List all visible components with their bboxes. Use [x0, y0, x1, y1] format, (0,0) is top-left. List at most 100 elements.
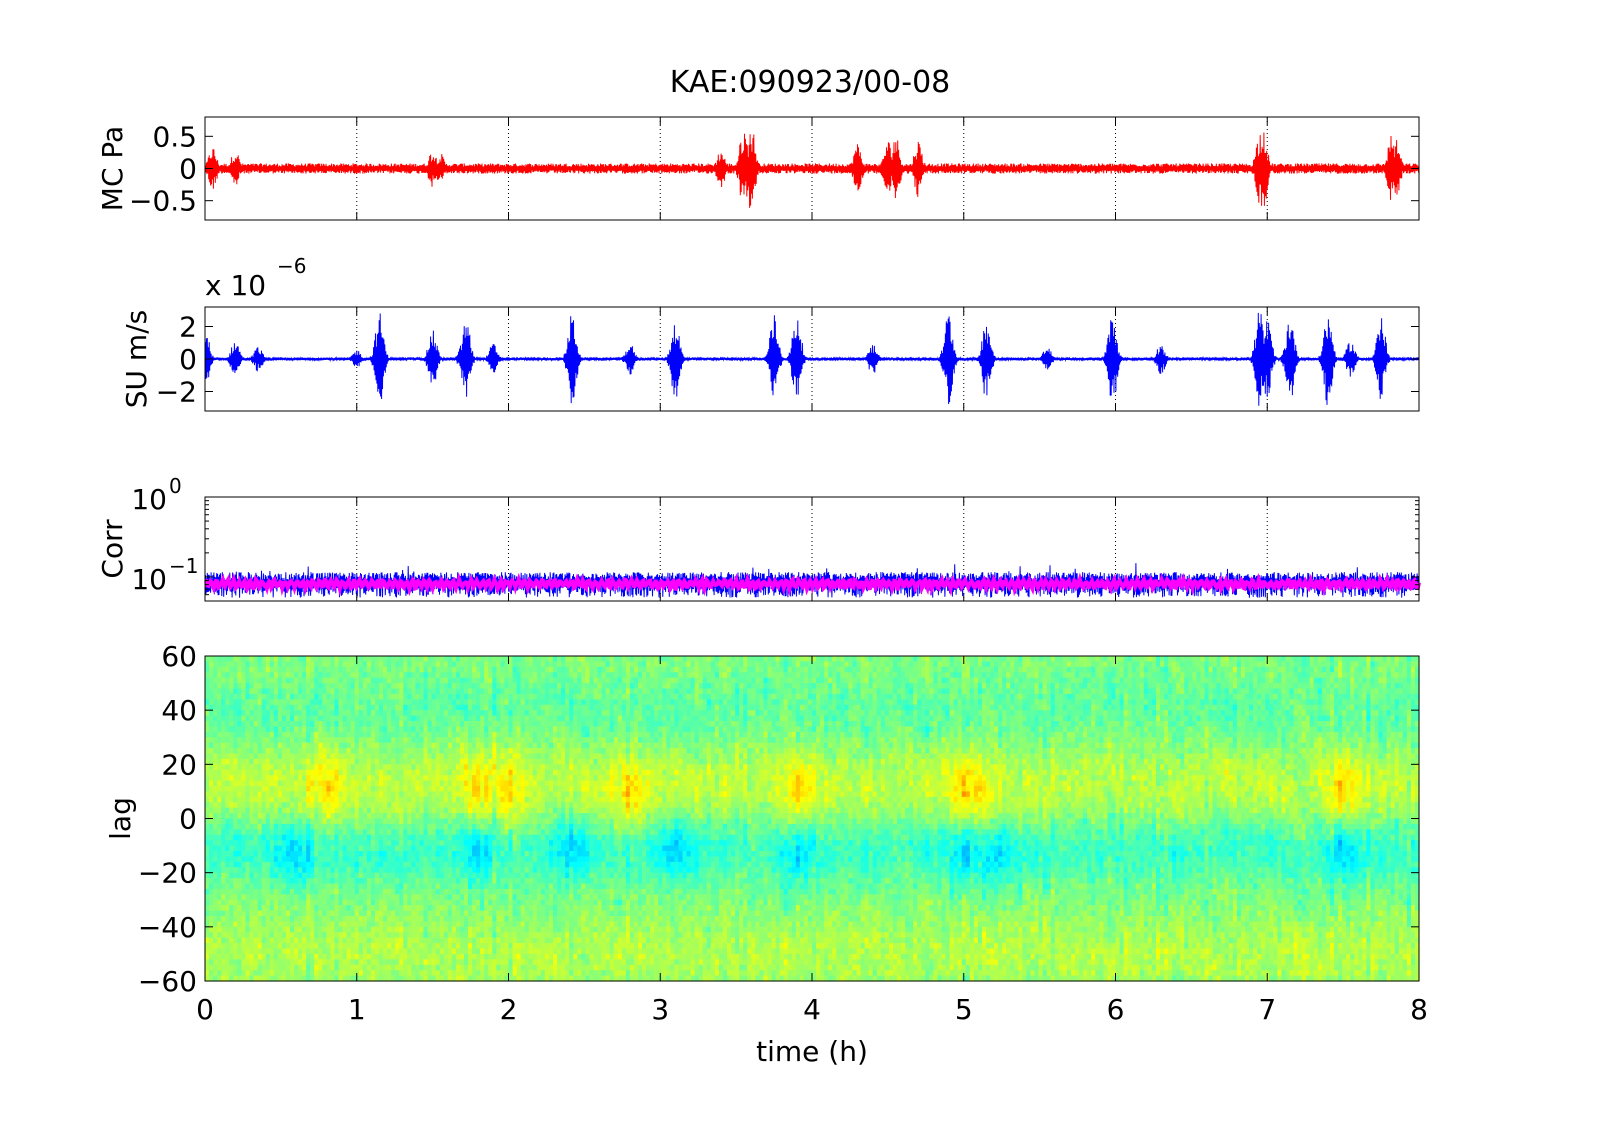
heatmap-cell: [318, 943, 323, 950]
heatmap-cell: [314, 699, 319, 706]
heatmap-cell: [253, 688, 259, 695]
heatmap-cell: [217, 970, 222, 977]
heatmap-cell: [411, 856, 417, 863]
heatmap-cell: [512, 672, 518, 679]
heatmap-cell: [439, 715, 445, 722]
heatmap-cell: [379, 672, 384, 679]
heatmap-cell: [338, 894, 344, 901]
heatmap-cell: [472, 840, 477, 847]
heatmap-cell: [419, 710, 425, 717]
y-tick-label: 0: [179, 153, 197, 186]
heatmap-cell: [484, 813, 489, 820]
heatmap-cell: [399, 888, 404, 895]
heatmap-cell: [512, 829, 518, 836]
heatmap-cell: [205, 786, 210, 793]
heatmap-cell: [472, 856, 477, 863]
heatmap-cell: [358, 964, 364, 971]
heatmap-cell: [350, 888, 356, 895]
heatmap-cell: [391, 867, 396, 874]
heatmap-cell: [488, 823, 493, 830]
heatmap-cell: [520, 661, 526, 668]
heatmap-cell: [451, 856, 457, 863]
heatmap-cell: [435, 823, 441, 830]
heatmap-cell: [366, 791, 372, 798]
heatmap-cell: [354, 753, 360, 760]
heatmap-cell: [423, 899, 429, 906]
heatmap-cell: [427, 661, 433, 668]
heatmap-cell: [237, 888, 243, 895]
heatmap-cell: [500, 791, 506, 798]
heatmap-cell: [310, 845, 315, 852]
heatmap-cell: [273, 840, 279, 847]
heatmap-cell: [241, 715, 247, 722]
heatmap-cell: [455, 943, 461, 950]
heatmap-cell: [468, 829, 473, 836]
heatmap-cell: [322, 769, 327, 776]
heatmap-cell: [318, 780, 323, 787]
heatmap-cell: [379, 721, 384, 728]
heatmap-cell: [476, 656, 481, 663]
heatmap-cell: [261, 661, 267, 668]
heatmap-cell: [476, 964, 481, 971]
heatmap-cell: [233, 688, 238, 695]
heatmap-cell: [269, 683, 275, 690]
heatmap-cell: [298, 775, 303, 782]
heatmap-cell: [443, 688, 449, 695]
heatmap-cell: [285, 791, 291, 798]
heatmap-cell: [306, 861, 311, 868]
heatmap-cell: [427, 704, 433, 711]
heatmap-cell: [419, 899, 425, 906]
heatmap-cell: [528, 883, 534, 890]
heatmap-cell: [387, 921, 392, 928]
heatmap-cell: [221, 704, 226, 711]
heatmap-cell: [269, 818, 275, 825]
heatmap-cell: [512, 851, 518, 858]
heatmap-cell: [379, 807, 384, 814]
heatmap-cell: [346, 959, 352, 966]
heatmap-cell: [387, 867, 392, 874]
heatmap-cell: [476, 813, 481, 820]
heatmap-cell: [294, 834, 299, 841]
heatmap-cell: [415, 916, 421, 923]
heatmap-cell: [310, 823, 315, 830]
heatmap-cell: [516, 656, 522, 663]
heatmap-cell: [281, 861, 287, 868]
heatmap-cell: [289, 813, 295, 820]
heatmap-cell: [326, 937, 332, 944]
heatmap-cell: [346, 932, 352, 939]
heatmap-cell: [366, 932, 372, 939]
heatmap-cell: [237, 953, 243, 960]
heatmap-cell: [504, 953, 510, 960]
heatmap-cell: [354, 888, 360, 895]
heatmap-cell: [366, 693, 372, 700]
heatmap-cell: [354, 861, 360, 868]
heatmap-cell: [362, 948, 368, 955]
heatmap-cell: [209, 975, 214, 982]
heatmap-cell: [370, 721, 376, 728]
heatmap-cell: [265, 731, 271, 738]
heatmap-cell: [310, 737, 315, 744]
heatmap-cell: [358, 878, 364, 885]
heatmap-cell: [423, 867, 429, 874]
heatmap-cell: [277, 704, 283, 711]
heatmap-cell: [358, 861, 364, 868]
heatmap-cell: [492, 948, 497, 955]
heatmap-cell: [245, 932, 251, 939]
heatmap-cell: [298, 742, 303, 749]
heatmap-cell: [326, 802, 332, 809]
heatmap-cell: [326, 656, 332, 663]
heatmap-cell: [241, 953, 247, 960]
heatmap-cell: [496, 894, 502, 901]
heatmap-cell: [209, 834, 214, 841]
heatmap-cell: [500, 867, 506, 874]
heatmap-cell: [379, 943, 384, 950]
heatmap-cell: [346, 888, 352, 895]
heatmap-cell: [273, 975, 279, 982]
heatmap-cell: [289, 796, 295, 803]
heatmap-cell: [476, 775, 481, 782]
exponent-power: −6: [277, 254, 306, 278]
heatmap-cell: [407, 699, 412, 706]
heatmap-cell: [350, 959, 356, 966]
heatmap-cell: [480, 845, 485, 852]
heatmap-cell: [342, 791, 348, 798]
